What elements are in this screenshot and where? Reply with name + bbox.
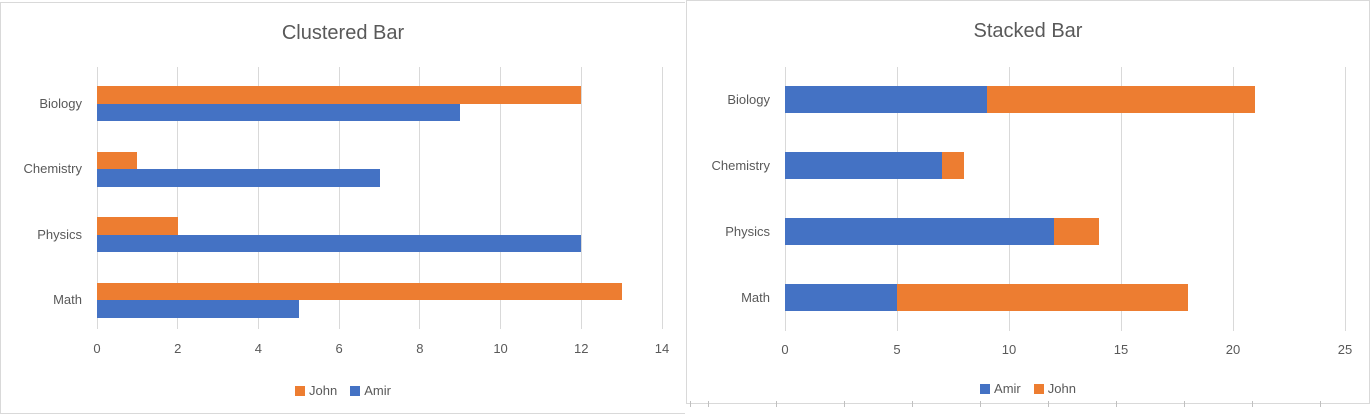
worksheet-column-gridline — [1252, 401, 1253, 407]
legend-item-amir[interactable]: Amir — [980, 381, 1021, 396]
x-axis-tick-label: 2 — [174, 341, 182, 356]
bar-john-physics[interactable] — [97, 217, 178, 235]
bar-amir-biology[interactable] — [785, 86, 987, 113]
legend-swatch-icon — [1033, 383, 1044, 394]
chart-legend: John Amir — [1, 383, 685, 398]
x-axis-tick-label: 14 — [654, 341, 670, 356]
legend-label: John — [309, 383, 338, 398]
category-label-physics: Physics — [725, 223, 770, 239]
bar-john-math[interactable] — [897, 284, 1189, 311]
x-axis-tick-label: 0 — [781, 342, 789, 357]
x-axis-tick-label: 20 — [1225, 342, 1241, 357]
category-label-physics: Physics — [37, 226, 82, 242]
x-axis-tick-label: 6 — [335, 341, 343, 356]
bar-john-chemistry[interactable] — [97, 151, 138, 169]
x-axis-tick-label: 12 — [574, 341, 589, 356]
x-gridline — [661, 67, 663, 329]
worksheet-column-gridline — [1048, 401, 1049, 407]
chart-title: Clustered Bar — [281, 22, 405, 44]
bar-john-math[interactable] — [97, 282, 622, 300]
x-axis-tick-label: 5 — [893, 342, 901, 357]
category-label-math: Math — [53, 292, 82, 307]
legend-swatch-icon — [980, 383, 991, 394]
bar-john-physics[interactable] — [1053, 218, 1099, 245]
worksheet-column-gridline — [912, 401, 913, 407]
worksheet-column-gridline — [980, 401, 981, 407]
bar-john-chemistry[interactable] — [941, 152, 965, 179]
bar-amir-chemistry[interactable] — [97, 169, 380, 187]
category-label-biology: Biology — [727, 91, 770, 107]
legend-swatch-icon — [350, 385, 361, 396]
bar-john-biology[interactable] — [986, 86, 1256, 113]
bar-john-biology[interactable] — [97, 86, 582, 104]
bar-amir-chemistry[interactable] — [785, 152, 942, 179]
stacked-bar-chart-panel[interactable]: Stacked Bar 0 5 10 15 20 25 Biology Chemistry Ph… — [686, 0, 1370, 404]
bar-amir-physics[interactable] — [785, 218, 1054, 245]
x-gridline — [580, 67, 582, 329]
worksheet-column-gridline — [1184, 401, 1185, 407]
category-label-chemistry: Chemistry — [711, 157, 770, 173]
worksheet-column-gridline — [708, 401, 709, 407]
category-label-math: Math — [741, 289, 770, 305]
legend-item-john[interactable]: John — [1033, 381, 1076, 396]
x-gridline — [96, 67, 98, 329]
x-axis-tick-label: 10 — [493, 341, 508, 356]
x-gridline — [784, 67, 786, 331]
legend-item-amir[interactable]: Amir — [350, 383, 391, 398]
x-gridline — [177, 67, 179, 329]
x-axis-tick-label: 10 — [1001, 342, 1017, 357]
chart-title: Stacked Bar — [973, 20, 1083, 42]
x-gridline — [419, 67, 421, 329]
x-gridline — [338, 67, 340, 329]
x-gridline — [896, 67, 898, 331]
x-axis-tick-label: 15 — [1113, 342, 1129, 357]
category-label-biology: Biology — [39, 95, 82, 111]
legend-swatch-icon — [295, 385, 306, 396]
worksheet-column-gridline — [690, 401, 691, 407]
category-label-chemistry: Chemistry — [23, 161, 82, 176]
worksheet-column-gridline — [1320, 401, 1321, 407]
worksheet-column-gridline — [776, 401, 777, 407]
legend-item-john[interactable]: John — [295, 383, 337, 398]
bar-amir-biology[interactable] — [97, 103, 461, 121]
legend-label: John — [1047, 381, 1076, 396]
x-axis-tick-label: 4 — [254, 341, 263, 356]
x-axis-tick-label: 25 — [1337, 342, 1353, 357]
clustered-bar-chart-panel[interactable]: Clustered Bar 0 2 4 6 8 10 12 14 Biology Chemistr… — [0, 2, 685, 414]
worksheet-column-gridline — [1116, 401, 1117, 407]
x-gridline — [500, 67, 502, 329]
legend-label: Amir — [994, 381, 1021, 396]
chart-legend: Amir John — [687, 381, 1369, 396]
x-gridline — [257, 67, 259, 329]
worksheet-column-gridline — [844, 401, 845, 407]
x-axis-tick-label: 0 — [93, 341, 101, 356]
bar-amir-math[interactable] — [97, 300, 299, 318]
x-axis-tick-label: 8 — [416, 341, 424, 356]
legend-label: Amir — [364, 383, 391, 398]
x-gridline — [1344, 67, 1346, 331]
x-gridline — [1232, 67, 1234, 331]
x-gridline — [1008, 67, 1010, 331]
bar-amir-physics[interactable] — [97, 234, 582, 252]
bar-amir-math[interactable] — [785, 284, 897, 311]
x-gridline — [1120, 67, 1122, 331]
